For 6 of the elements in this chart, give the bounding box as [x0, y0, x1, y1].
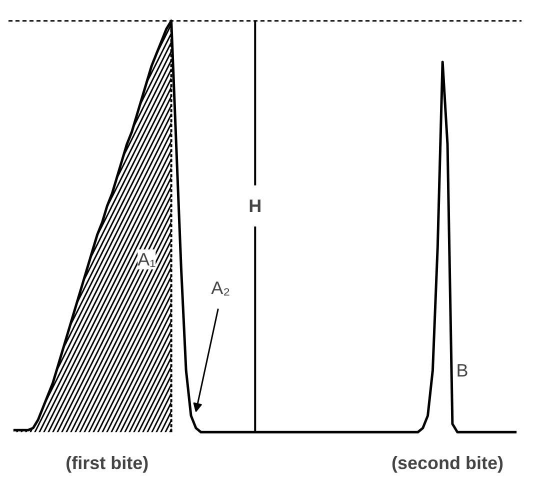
annotation: A₂: [211, 278, 230, 298]
annotation: A₁: [138, 249, 156, 270]
annotation: H: [248, 196, 262, 216]
annotation: B: [456, 360, 468, 380]
text: (second bite): [392, 452, 504, 473]
text: (first bite): [66, 452, 149, 473]
